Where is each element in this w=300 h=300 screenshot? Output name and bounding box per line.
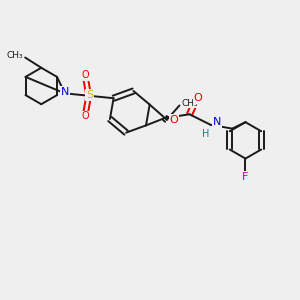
Text: H: H [202,129,210,139]
Text: F: F [242,172,249,182]
Text: N: N [61,87,70,97]
Text: O: O [169,115,178,125]
Text: O: O [81,70,89,80]
Text: O: O [81,111,89,121]
Text: N: N [213,118,221,128]
Text: CH₃: CH₃ [182,99,199,108]
Text: S: S [86,90,93,100]
Text: CH₃: CH₃ [6,51,23,60]
Text: O: O [194,93,203,103]
